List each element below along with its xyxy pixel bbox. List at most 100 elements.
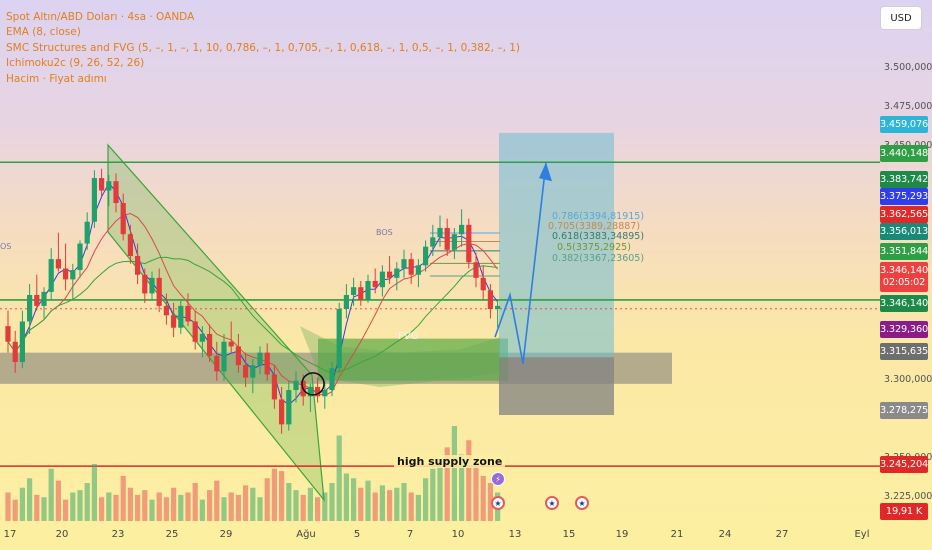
volume-bar bbox=[63, 499, 69, 521]
volume-bar bbox=[358, 487, 364, 521]
candle-body bbox=[235, 346, 241, 366]
candle-body bbox=[207, 333, 213, 356]
volume-bar bbox=[214, 480, 220, 521]
candle-body bbox=[214, 355, 220, 372]
candle-body bbox=[315, 386, 321, 397]
candle-body bbox=[423, 246, 429, 266]
candle-body bbox=[487, 290, 493, 310]
stop-box bbox=[499, 357, 614, 416]
time-tick-label: 17 bbox=[3, 529, 17, 540]
candle-body bbox=[415, 265, 421, 275]
chart-legend: Spot Altın/ABD Doları · 4sa · OANDA EMA … bbox=[6, 10, 520, 87]
price-tag: 3.245,204 bbox=[880, 456, 928, 473]
price-tick-label: 3.475,000 bbox=[884, 100, 932, 112]
time-tick-label: 7 bbox=[406, 529, 414, 540]
price-tag-value: 3.351,844 bbox=[879, 246, 929, 257]
candle-body bbox=[77, 243, 83, 271]
volume-bar bbox=[55, 480, 61, 521]
legend-ichimoku[interactable]: Ichimoku2c (9, 26, 52, 26) bbox=[6, 57, 145, 70]
legend-symbol[interactable]: Spot Altın/ABD Doları · 4sa · OANDA bbox=[6, 11, 195, 23]
price-tag-value: 3.356,013 bbox=[879, 226, 929, 237]
candle-body bbox=[127, 234, 133, 257]
candle-body bbox=[12, 341, 18, 363]
candle-body bbox=[473, 262, 479, 278]
event-bolt-icon[interactable]: ⚡ bbox=[491, 472, 505, 486]
candle-body bbox=[120, 203, 126, 235]
candle-body bbox=[408, 259, 414, 275]
time-tick-label: 23 bbox=[111, 529, 125, 540]
price-tag: 3.459,076 bbox=[880, 116, 928, 133]
event-us-flag-icon[interactable]: ★ bbox=[545, 496, 559, 510]
volume-bar bbox=[336, 435, 342, 521]
candle-body bbox=[329, 368, 335, 391]
target-box bbox=[499, 132, 614, 358]
time-tick-label: 20 bbox=[55, 529, 69, 540]
volume-bar bbox=[149, 499, 155, 521]
volume-bar bbox=[41, 497, 47, 521]
event-us-flag-icon[interactable]: ★ bbox=[575, 496, 589, 510]
price-tag: 3.346,140 02:05:02 bbox=[880, 262, 928, 292]
candle-body bbox=[228, 341, 234, 347]
volume-bar bbox=[163, 497, 169, 521]
candle-body bbox=[142, 274, 148, 294]
candle-body bbox=[322, 390, 328, 397]
volume-bar bbox=[243, 485, 249, 521]
bos-label: BOS bbox=[376, 228, 393, 237]
candle-body bbox=[401, 259, 407, 269]
volume-bar bbox=[315, 497, 321, 521]
fib-level-label: 0.382(3367,23605) bbox=[552, 253, 645, 264]
legend-smc[interactable]: SMC Structures and FVG (5, –, 1, –, 1, 1… bbox=[6, 41, 521, 54]
candle-body bbox=[250, 365, 256, 378]
candle-body bbox=[336, 309, 342, 369]
candle-body bbox=[437, 227, 443, 238]
time-tick-label: 21 bbox=[670, 529, 684, 540]
price-tag-value: 3.245,204 bbox=[879, 459, 929, 470]
volume-bar bbox=[300, 494, 306, 521]
candle-body bbox=[185, 305, 191, 322]
fib-level-label: 0.618(3383,34895) bbox=[552, 231, 645, 242]
time-tick-label: 19 bbox=[615, 529, 629, 540]
volume-bar bbox=[84, 483, 90, 521]
candle-body bbox=[480, 277, 486, 291]
candle-body bbox=[343, 294, 349, 310]
volume-bar bbox=[91, 464, 97, 521]
candle-body bbox=[84, 221, 90, 244]
candle-body bbox=[156, 277, 162, 306]
candle-body bbox=[113, 181, 119, 204]
price-tag: 3.383,742 bbox=[880, 171, 928, 188]
candle-body bbox=[271, 374, 277, 400]
volume-bar bbox=[12, 499, 18, 521]
volume-bar bbox=[444, 447, 450, 521]
price-tag-value: 3.440,148 bbox=[879, 148, 929, 159]
volume-bar bbox=[279, 471, 285, 521]
volume-bar bbox=[192, 483, 198, 521]
highlight-circle bbox=[301, 372, 325, 396]
volume-bar bbox=[106, 492, 112, 521]
volume-bar bbox=[264, 478, 270, 521]
legend-volume[interactable]: Hacim · Fiyat adımı bbox=[6, 72, 107, 85]
candle-body bbox=[70, 270, 76, 280]
candle-body bbox=[19, 321, 25, 363]
volume-bar bbox=[207, 490, 213, 521]
price-tag: 3.315,635 bbox=[880, 343, 928, 360]
price-tag-value: 3.329,360 bbox=[879, 324, 929, 335]
time-tick-label: Eyl bbox=[854, 529, 870, 540]
event-us-flag-icon[interactable]: ★ bbox=[491, 496, 505, 510]
volume-bar bbox=[394, 487, 400, 521]
legend-ema[interactable]: EMA (8, close) bbox=[6, 26, 81, 39]
price-tag: 3.440,148 bbox=[880, 145, 928, 162]
volume-bar bbox=[228, 492, 234, 521]
candle-body bbox=[192, 321, 198, 342]
candle-body bbox=[243, 365, 249, 378]
volume-bar bbox=[387, 490, 393, 521]
volume-bar bbox=[293, 490, 299, 521]
fib-level-label: 0.786(3394,81915) bbox=[552, 211, 645, 222]
volume-bar bbox=[401, 483, 407, 521]
currency-button[interactable]: USD bbox=[880, 6, 922, 30]
volume-bar bbox=[473, 464, 479, 521]
volume-bar bbox=[271, 468, 277, 521]
descending-channel bbox=[107, 143, 325, 502]
volume-bar bbox=[408, 492, 414, 521]
